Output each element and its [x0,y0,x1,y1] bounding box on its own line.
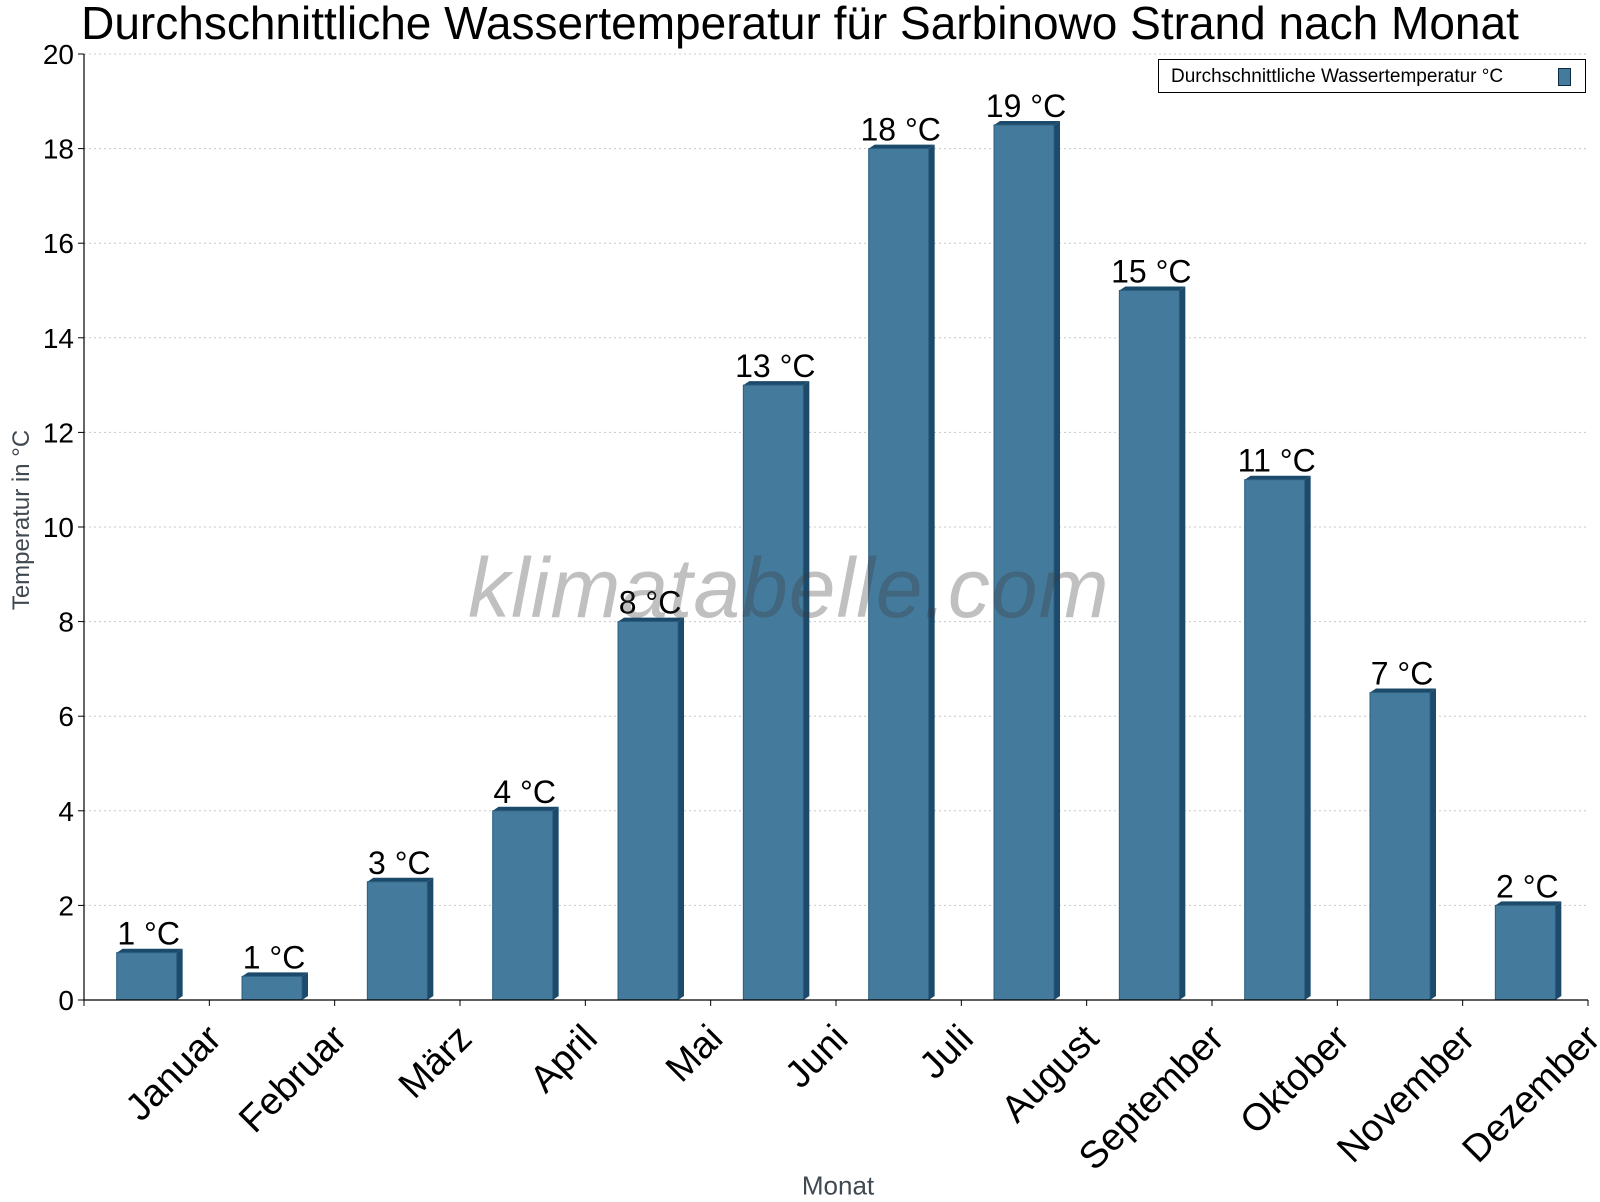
bar-top [868,144,935,149]
bar [993,124,1055,1001]
bar-side [1304,475,1311,1000]
bar [868,148,930,1001]
data-label: 15 °C [1111,254,1191,290]
bar-top [1495,901,1562,906]
data-label: 7 °C [1371,656,1434,692]
bar-top [1119,286,1186,291]
bar-side [176,948,183,1000]
legend-label: Durchschnittliche Wassertemperatur °C [1171,66,1504,87]
y-tick-label: 12 [43,417,74,448]
bar [742,384,804,1001]
x-tick-label: August [994,1017,1108,1131]
bar-side [302,972,308,1000]
chart-title: Durchschnittliche Wassertemperatur für S… [81,0,1519,49]
x-tick-label: April [522,1017,605,1100]
y-tick-label: 4 [58,796,74,827]
data-label: 2 °C [1496,868,1559,904]
bar-side [552,806,559,1000]
bar-side [1054,120,1060,1000]
data-label: 18 °C [860,112,940,148]
bar-top [618,617,684,622]
bar [1244,479,1306,1001]
x-tick-label: Februar [231,1017,355,1141]
legend: Durchschnittliche Wassertemperatur °C [1158,59,1586,93]
bar [492,810,554,1001]
y-tick-label: 20 [43,39,74,70]
bar-top [367,877,434,882]
bars [116,120,1562,1001]
bar [1118,290,1180,1001]
grid-lines [84,53,1588,906]
data-label: 11 °C [1238,443,1316,479]
y-tick-label: 0 [58,985,74,1016]
x-tick-label: Januar [118,1017,230,1129]
x-tick-label: Dezember [1455,1017,1600,1171]
bar-side [803,381,810,1001]
bar-top [116,948,183,953]
y-tick-label: 8 [58,607,74,638]
data-label: 4 °C [493,774,556,810]
x-axis-label: Monat [801,1170,875,1201]
x-tick-label: Juni [777,1017,856,1096]
bar-top [492,806,559,811]
bar-side [1430,688,1436,1000]
x-tick-label: März [391,1017,480,1106]
bar-side [1555,901,1562,1000]
data-label: 3 °C [368,845,431,881]
bar-top [1370,688,1436,693]
bar [617,621,679,1001]
axes [78,53,1589,1006]
watermark: klimatabelle.com [468,541,1110,635]
y-tick-label: 14 [43,323,74,354]
bar-top [743,381,810,386]
y-tick-label: 6 [58,701,74,732]
bar [241,975,303,1001]
bar-top [242,972,308,977]
bar [1369,692,1431,1001]
bar-side [678,617,684,1000]
bar [1494,904,1556,1001]
y-axis-label: Temperatur in °C [8,429,35,611]
data-label: 13 °C [735,348,815,384]
data-label: 8 °C [619,585,682,621]
data-label: 19 °C [986,88,1066,124]
data-label: 1 °C [117,916,180,952]
bar-side [928,144,935,1001]
y-tick-label: 16 [43,228,74,259]
bar [366,881,428,1001]
x-tick-label: Oktober [1232,1017,1358,1143]
y-tick-label: 2 [58,890,74,921]
bar-top [994,120,1060,125]
bar-side [1179,286,1186,1000]
bar [116,952,178,1001]
data-label: 1 °C [243,939,306,975]
x-tick-label: Mai [658,1017,731,1090]
legend-swatch [1558,68,1571,86]
bar-top [1244,475,1311,480]
y-tick-label: 10 [43,512,74,543]
y-tick-label: 18 [43,134,74,165]
x-tick-label: Juli [912,1017,982,1087]
bar-side [427,877,434,1000]
